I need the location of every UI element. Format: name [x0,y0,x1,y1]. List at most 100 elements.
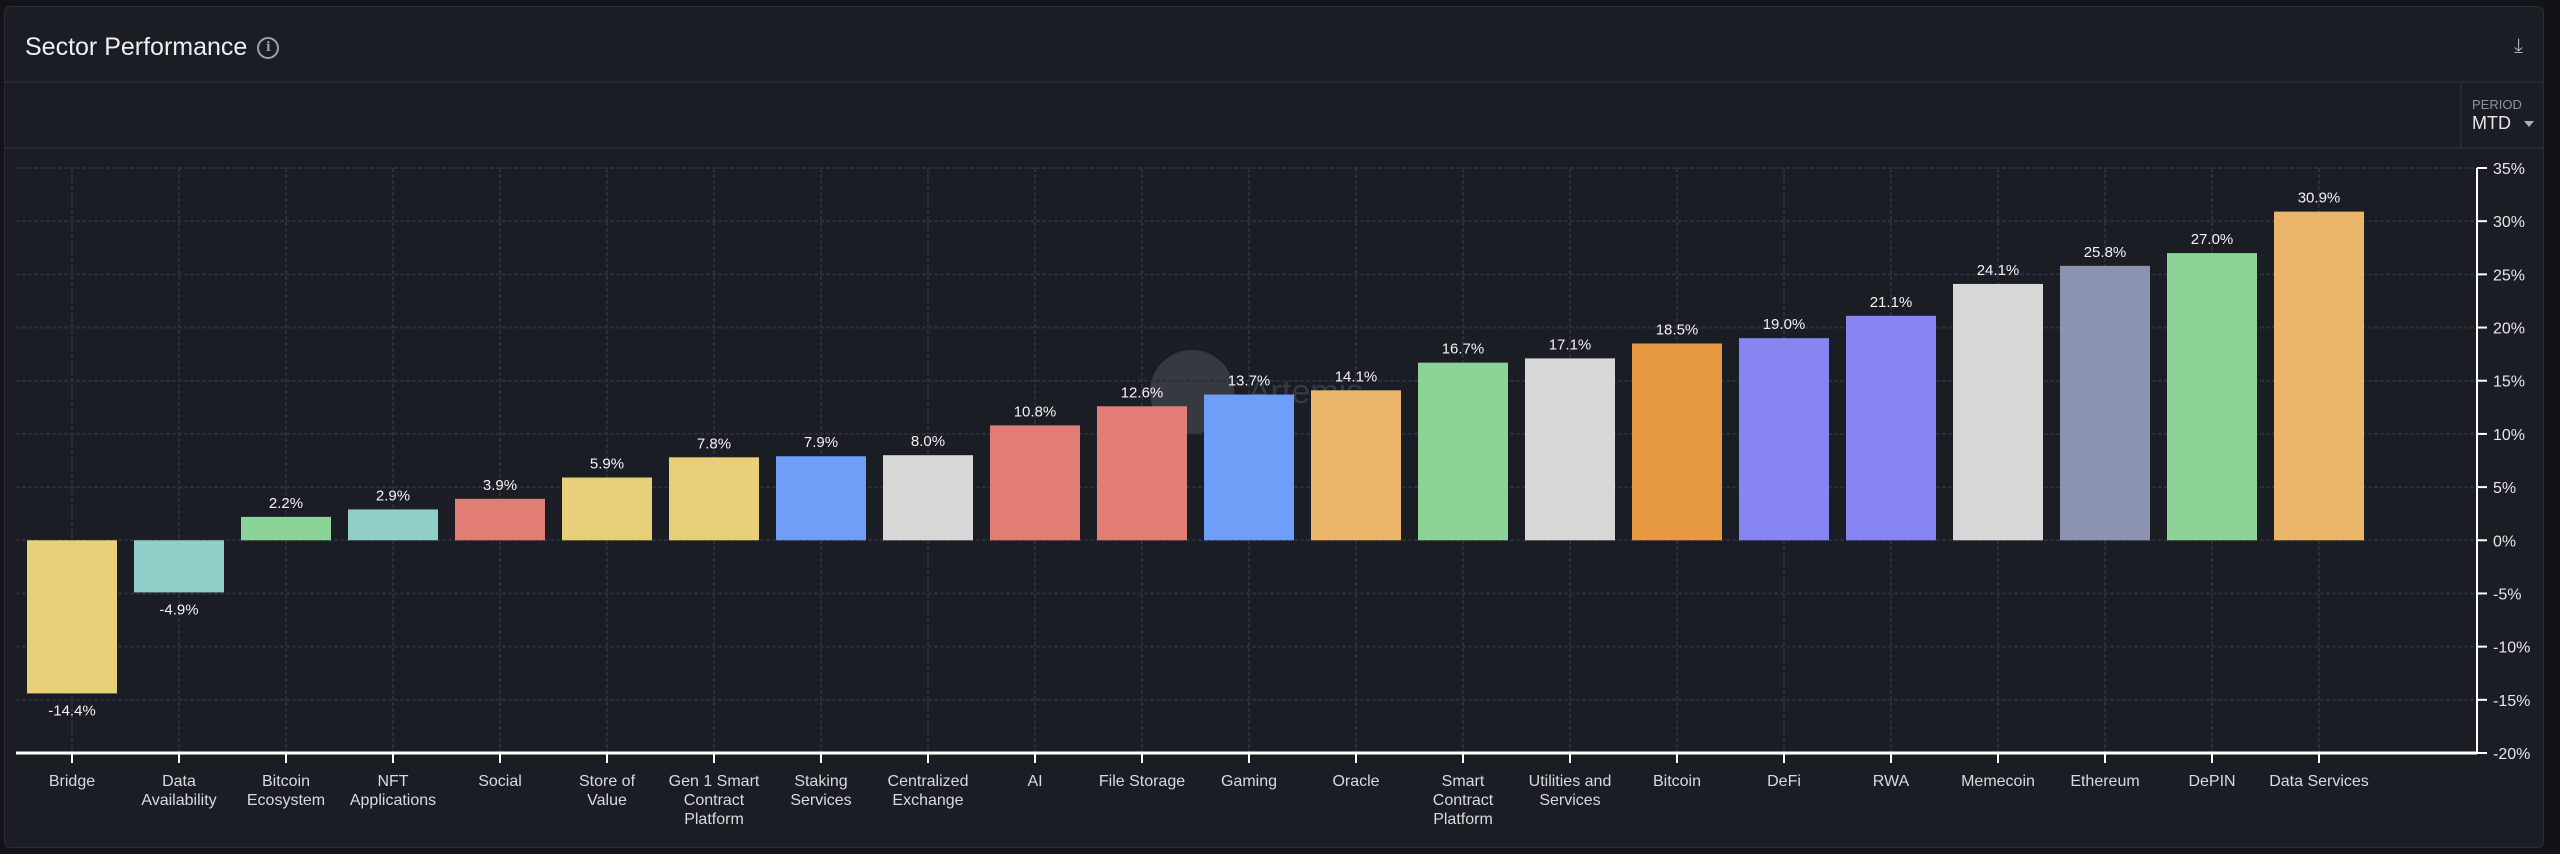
data-label: 7.9% [804,434,838,451]
data-label: 21.1% [1870,294,1913,311]
data-label: 19.0% [1763,316,1806,333]
y-tick-label: -20% [2493,746,2530,763]
x-tick-label: Applications [350,792,436,809]
bar-bridge [27,540,117,694]
data-label: 7.8% [697,435,731,452]
y-tick-label: 20% [2493,321,2525,338]
x-tick-label: Bitcoin [1653,773,1701,790]
x-tick-label: Data Services [2269,773,2369,790]
bar-gen-1-smart-contract-platform [669,457,759,541]
y-tick-label: -5% [2493,586,2521,603]
bar-data-availability [134,540,224,593]
y-tick-label: 30% [2493,214,2525,231]
data-label: 10.8% [1014,403,1057,420]
x-tick-label: Value [587,792,627,809]
x-tick-label: Oracle [1332,773,1379,790]
bar-oracle [1311,390,1401,541]
data-label: 24.1% [1977,262,2020,279]
bar-staking-services [776,456,866,541]
x-tick-label: Gaming [1221,773,1277,790]
bar-nft-applications [348,509,438,541]
x-tick-label: RWA [1873,773,1910,790]
bar-centralized-exchange [883,455,973,541]
x-tick-label: Contract [684,792,745,809]
x-tick-label: Social [478,773,522,790]
data-label: 16.7% [1442,341,1485,358]
bar-utilities-and-services [1525,358,1615,541]
x-tick-label: Platform [684,811,744,828]
y-tick-label: 0% [2493,533,2516,550]
bar-memecoin [1953,283,2043,541]
x-tick-label: DeFi [1767,773,1801,790]
bar-depin [2167,253,2257,541]
x-tick-label: Ecosystem [247,792,325,809]
data-label: -4.9% [159,601,198,618]
data-label: 25.8% [2084,244,2127,261]
x-tick-label: Centralized [888,773,969,790]
data-label: 18.5% [1656,322,1699,339]
data-label: 2.2% [269,495,303,512]
header-divider [5,81,2543,83]
data-label: 2.9% [376,487,410,504]
bar-defi [1739,338,1829,541]
x-tick-label: Staking [794,773,847,790]
data-label: 30.9% [2298,190,2341,207]
bar-smart-contract-platform [1418,362,1508,541]
y-tick-label: 15% [2493,374,2525,391]
bar-bitcoin [1632,343,1722,541]
data-label: 14.1% [1335,368,1378,385]
period-select[interactable]: PERIOD MTD [2460,81,2542,147]
download-icon[interactable]: ⤓ [2514,35,2523,57]
bar-ethereum [2060,265,2150,541]
data-label: 13.7% [1228,373,1271,390]
x-tick-label: Utilities and [1529,773,1612,790]
y-tick-label: 35% [2493,161,2525,178]
x-tick-label: NFT [377,773,408,790]
x-tick-label: File Storage [1099,773,1185,790]
data-label: -14.4% [48,702,96,719]
x-tick-label: Exchange [892,792,963,809]
bar-rwa [1846,315,1936,541]
data-label: 17.1% [1549,336,1592,353]
y-tick-label: 25% [2493,267,2525,284]
x-tick-label: Bitcoin [262,773,310,790]
x-tick-label: DePIN [2188,773,2235,790]
x-tick-label: Services [790,792,851,809]
x-tick-label: AI [1027,773,1042,790]
bar-bitcoin-ecosystem [241,516,331,541]
y-tick-label: -10% [2493,640,2530,657]
data-label: 3.9% [483,477,517,494]
x-tick-label: Services [1539,792,1600,809]
x-tick-label: Contract [1433,792,1494,809]
data-label: 12.6% [1121,384,1164,401]
data-label: 5.9% [590,456,624,473]
period-label: PERIOD [2472,97,2522,112]
bar-social [455,498,545,541]
bar-ai [990,425,1080,541]
x-tick-label: Bridge [49,773,95,790]
y-tick-label: 10% [2493,427,2525,444]
bar-file-storage [1097,406,1187,541]
page-title: Sector Performance [25,33,248,61]
x-tick-label: Platform [1433,811,1493,828]
x-tick-label: Memecoin [1961,773,2035,790]
x-tick-label: Data [162,773,196,790]
data-label: 8.0% [911,433,945,450]
x-tick-label: Availability [141,792,216,809]
bar-store-of-value [562,477,652,541]
period-value: MTD [2472,113,2511,133]
data-label: 27.0% [2191,231,2234,248]
x-tick-label: Store of [579,773,636,790]
x-tick-label: Ethereum [2070,773,2139,790]
bar-data-services [2274,211,2364,541]
y-tick-label: 5% [2493,480,2516,497]
toolbar-divider [5,147,2543,149]
bar-gaming [1204,394,1294,541]
y-tick-label: -15% [2493,693,2530,710]
chevron-down-icon [2524,121,2534,127]
x-tick-label: Gen 1 Smart [669,773,760,790]
x-tick-label: Smart [1442,773,1485,790]
info-icon[interactable]: i [257,36,280,59]
card-header: Sector Performance i [25,33,280,62]
